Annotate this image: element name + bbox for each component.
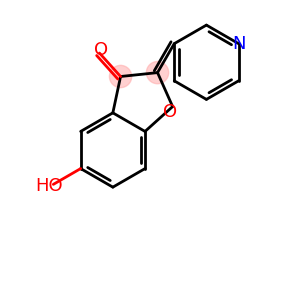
Text: O: O <box>163 103 177 121</box>
Circle shape <box>146 61 169 84</box>
Text: N: N <box>232 35 245 53</box>
Text: O: O <box>94 41 108 59</box>
Text: HO: HO <box>35 177 63 195</box>
Circle shape <box>110 65 132 88</box>
